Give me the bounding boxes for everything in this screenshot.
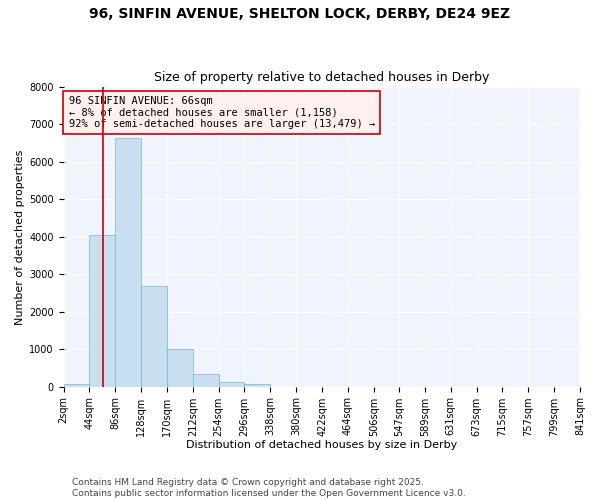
Text: 96 SINFIN AVENUE: 66sqm
← 8% of detached houses are smaller (1,158)
92% of semi-: 96 SINFIN AVENUE: 66sqm ← 8% of detached… — [68, 96, 375, 129]
Bar — [193, 374, 218, 386]
Text: 96, SINFIN AVENUE, SHELTON LOCK, DERBY, DE24 9EZ: 96, SINFIN AVENUE, SHELTON LOCK, DERBY, … — [89, 8, 511, 22]
Bar — [115, 138, 141, 386]
Bar — [141, 286, 167, 386]
Bar — [218, 382, 244, 386]
Y-axis label: Number of detached properties: Number of detached properties — [15, 149, 25, 324]
Bar — [89, 235, 115, 386]
X-axis label: Distribution of detached houses by size in Derby: Distribution of detached houses by size … — [186, 440, 457, 450]
Text: Contains HM Land Registry data © Crown copyright and database right 2025.
Contai: Contains HM Land Registry data © Crown c… — [72, 478, 466, 498]
Bar — [167, 349, 193, 387]
Bar — [64, 384, 89, 386]
Title: Size of property relative to detached houses in Derby: Size of property relative to detached ho… — [154, 72, 490, 85]
Bar — [244, 384, 271, 386]
